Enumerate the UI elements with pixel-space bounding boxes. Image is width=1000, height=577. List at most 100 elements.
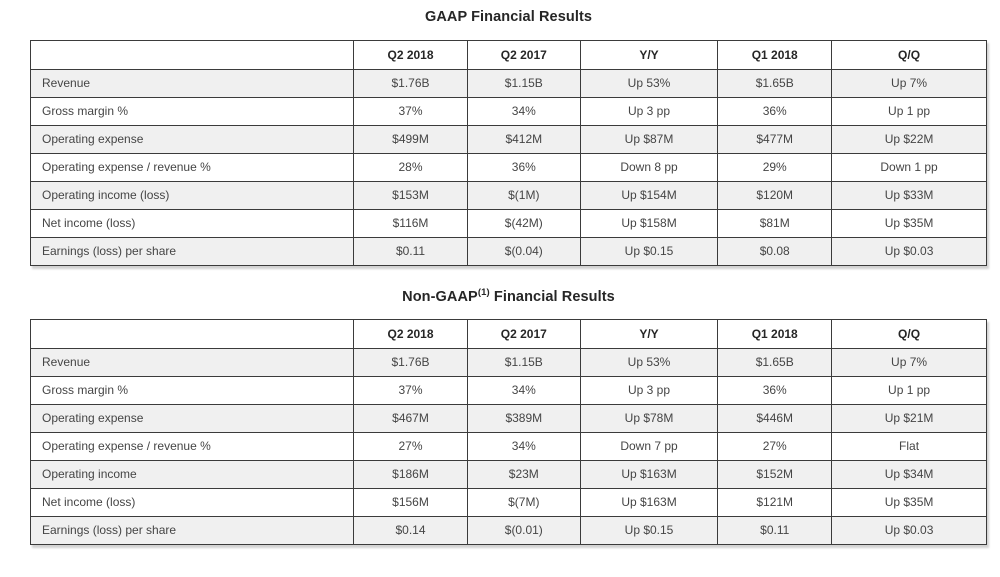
gaap-title-text: GAAP Financial Results — [424, 8, 593, 25]
cell-value: $467M — [353, 403, 468, 433]
cell-value: $1.65B — [717, 347, 833, 377]
cell-value: $477M — [717, 124, 833, 154]
header-row: Q2 2018 Q2 2017 Y/Y Q1 2018 Q/Q — [29, 39, 987, 70]
row-label: Gross margin % — [29, 375, 355, 405]
cell-value: Up $22M — [831, 124, 987, 154]
cell-value: $(42M) — [466, 208, 581, 238]
corner-header-cell — [29, 39, 355, 70]
column-header: Q1 2018 — [717, 39, 833, 70]
row-label: Earnings (loss) per share — [29, 236, 355, 266]
cell-value: $186M — [353, 459, 468, 489]
cell-value: Down 7 pp — [579, 431, 719, 461]
row-label: Operating expense — [29, 124, 355, 154]
cell-value: $1.15B — [466, 347, 581, 377]
table-row: Earnings (loss) per share $0.11 $(0.04) Up … — [29, 236, 987, 266]
non-gaap-table-body: Revenue $1.76B $1.15B Up 53% $1.65B Up 7% Gros… — [29, 347, 987, 545]
table-row: Gross margin % 37% 34% Up 3 pp 36% Up 1 pp — [29, 96, 987, 126]
cell-value: 37% — [353, 96, 468, 126]
cell-value: Up 3 pp — [579, 375, 719, 405]
cell-value: Up 7% — [831, 68, 987, 98]
non-gaap-section-title: Non-GAAP(1) Financial Results — [30, 287, 987, 305]
cell-value: Up 53% — [579, 68, 719, 98]
column-header: Q2 2018 — [353, 39, 468, 70]
cell-value: $(0.01) — [466, 515, 581, 545]
column-header: Y/Y — [579, 39, 719, 70]
table-row: Earnings (loss) per share $0.14 $(0.01) Up … — [29, 515, 987, 545]
non-gaap-results-table: Q2 2018 Q2 2017 Y/Y Q1 2018 Q/Q Revenue $1.76… — [29, 318, 987, 545]
row-label: Operating expense — [29, 403, 355, 433]
cell-value: $446M — [717, 403, 833, 433]
gaap-results-table: Q2 2018 Q2 2017 Y/Y Q1 2018 Q/Q Revenue $1.76… — [29, 39, 987, 266]
row-label: Operating expense / revenue % — [29, 152, 355, 182]
table-row: Gross margin % 37% 34% Up 3 pp 36% Up 1 pp — [29, 375, 987, 405]
non-gaap-results-section: Non-GAAP(1) Financial Results Q2 2018 Q2 … — [29, 287, 987, 545]
table-row: Operating expense / revenue % 28% 36% Down … — [29, 152, 987, 182]
cell-value: $0.08 — [717, 236, 833, 266]
cell-value: Up 1 pp — [831, 96, 987, 126]
table-row: Revenue $1.76B $1.15B Up 53% $1.65B Up 7% — [29, 347, 987, 377]
cell-value: Up 1 pp — [831, 375, 987, 405]
cell-value: $81M — [717, 208, 833, 238]
table-row: Operating expense $467M $389M Up $78M $446M U… — [29, 403, 987, 433]
cell-value: Up $35M — [831, 208, 987, 238]
cell-value: $0.14 — [353, 515, 468, 545]
cell-value: $1.76B — [353, 347, 468, 377]
column-header: Q/Q — [831, 39, 987, 70]
cell-value: $23M — [466, 459, 581, 489]
cell-value: Up $0.03 — [831, 515, 987, 545]
table-row: Net income (loss) $156M $(7M) Up $163M $121M… — [29, 487, 987, 517]
cell-value: Down 1 pp — [831, 152, 987, 182]
table-row: Net income (loss) $116M $(42M) Up $158M $81M… — [29, 208, 987, 238]
cell-value: Up $0.03 — [831, 236, 987, 266]
cell-value: $153M — [353, 180, 468, 210]
row-label: Earnings (loss) per share — [29, 515, 355, 545]
cell-value: Up 7% — [831, 347, 987, 377]
cell-value: 34% — [466, 96, 581, 126]
row-label: Operating income — [29, 459, 355, 489]
non-gaap-title-text: Non-GAAP — [402, 288, 478, 305]
column-header: Y/Y — [579, 318, 719, 349]
cell-value: Up $0.15 — [579, 236, 719, 266]
row-label: Revenue — [29, 347, 355, 377]
row-label: Net income (loss) — [29, 208, 355, 238]
table-row: Operating income $186M $23M Up $163M $152M Up… — [29, 459, 987, 489]
cell-value: Up $0.15 — [579, 515, 719, 545]
cell-value: Flat — [831, 431, 987, 461]
cell-value: Up $163M — [579, 459, 719, 489]
cell-value: 27% — [353, 431, 468, 461]
table-row: Revenue $1.76B $1.15B Up 53% $1.65B Up 7% — [29, 68, 987, 98]
cell-value: $120M — [717, 180, 833, 210]
column-header: Q2 2017 — [466, 318, 581, 349]
cell-value: 27% — [717, 431, 833, 461]
corner-header-cell — [29, 318, 355, 349]
cell-value: 37% — [353, 375, 468, 405]
cell-value: $389M — [466, 403, 581, 433]
cell-value: $1.65B — [717, 68, 833, 98]
gaap-table-header: Q2 2018 Q2 2017 Y/Y Q1 2018 Q/Q — [29, 39, 987, 70]
cell-value: Up $154M — [579, 180, 719, 210]
cell-value: Up $163M — [579, 487, 719, 517]
cell-value: 34% — [466, 375, 581, 405]
row-label: Net income (loss) — [29, 487, 355, 517]
non-gaap-table-header: Q2 2018 Q2 2017 Y/Y Q1 2018 Q/Q — [29, 318, 987, 349]
cell-value: 29% — [717, 152, 833, 182]
gaap-section-title: GAAP Financial Results — [30, 7, 987, 25]
header-row: Q2 2018 Q2 2017 Y/Y Q1 2018 Q/Q — [29, 318, 987, 349]
cell-value: 36% — [466, 152, 581, 182]
cell-value: Up $78M — [579, 403, 719, 433]
table-row: Operating income (loss) $153M $(1M) Up $154… — [29, 180, 987, 210]
column-header: Q2 2018 — [353, 318, 468, 349]
cell-value: Up $33M — [831, 180, 987, 210]
cell-value: $(7M) — [466, 487, 581, 517]
cell-value: Down 8 pp — [579, 152, 719, 182]
cell-value: 36% — [717, 375, 833, 405]
cell-value: $0.11 — [353, 236, 468, 266]
cell-value: $156M — [353, 487, 468, 517]
cell-value: $412M — [466, 124, 581, 154]
cell-value: $499M — [353, 124, 468, 154]
cell-value: 28% — [353, 152, 468, 182]
cell-value: Up $158M — [579, 208, 719, 238]
row-label: Operating expense / revenue % — [29, 431, 355, 461]
cell-value: Up 3 pp — [579, 96, 719, 126]
